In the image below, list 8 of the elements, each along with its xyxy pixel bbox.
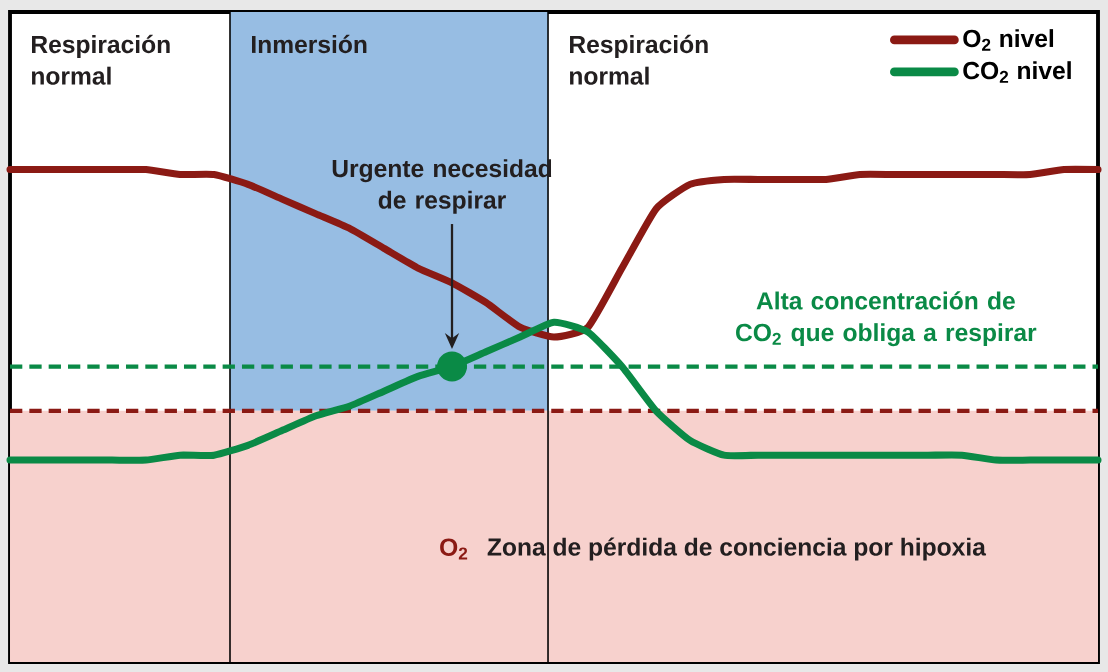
band-label: Zona de pérdida de conciencia por hipoxia (487, 537, 987, 561)
text: Respiración normal (570, 34, 708, 85)
text: Respiración normal (31, 34, 170, 85)
ref-line-label: Alta concentración de CO$_{2}$ que obliga a respirar (736, 291, 1037, 347)
legend-label: CO$_{2}$ nivel (963, 61, 1071, 83)
ref-line-label: O$_{2}$ (440, 538, 468, 560)
legend-label: O$_{2}$ nivel (963, 29, 1054, 51)
text: Inmersión (252, 34, 367, 54)
